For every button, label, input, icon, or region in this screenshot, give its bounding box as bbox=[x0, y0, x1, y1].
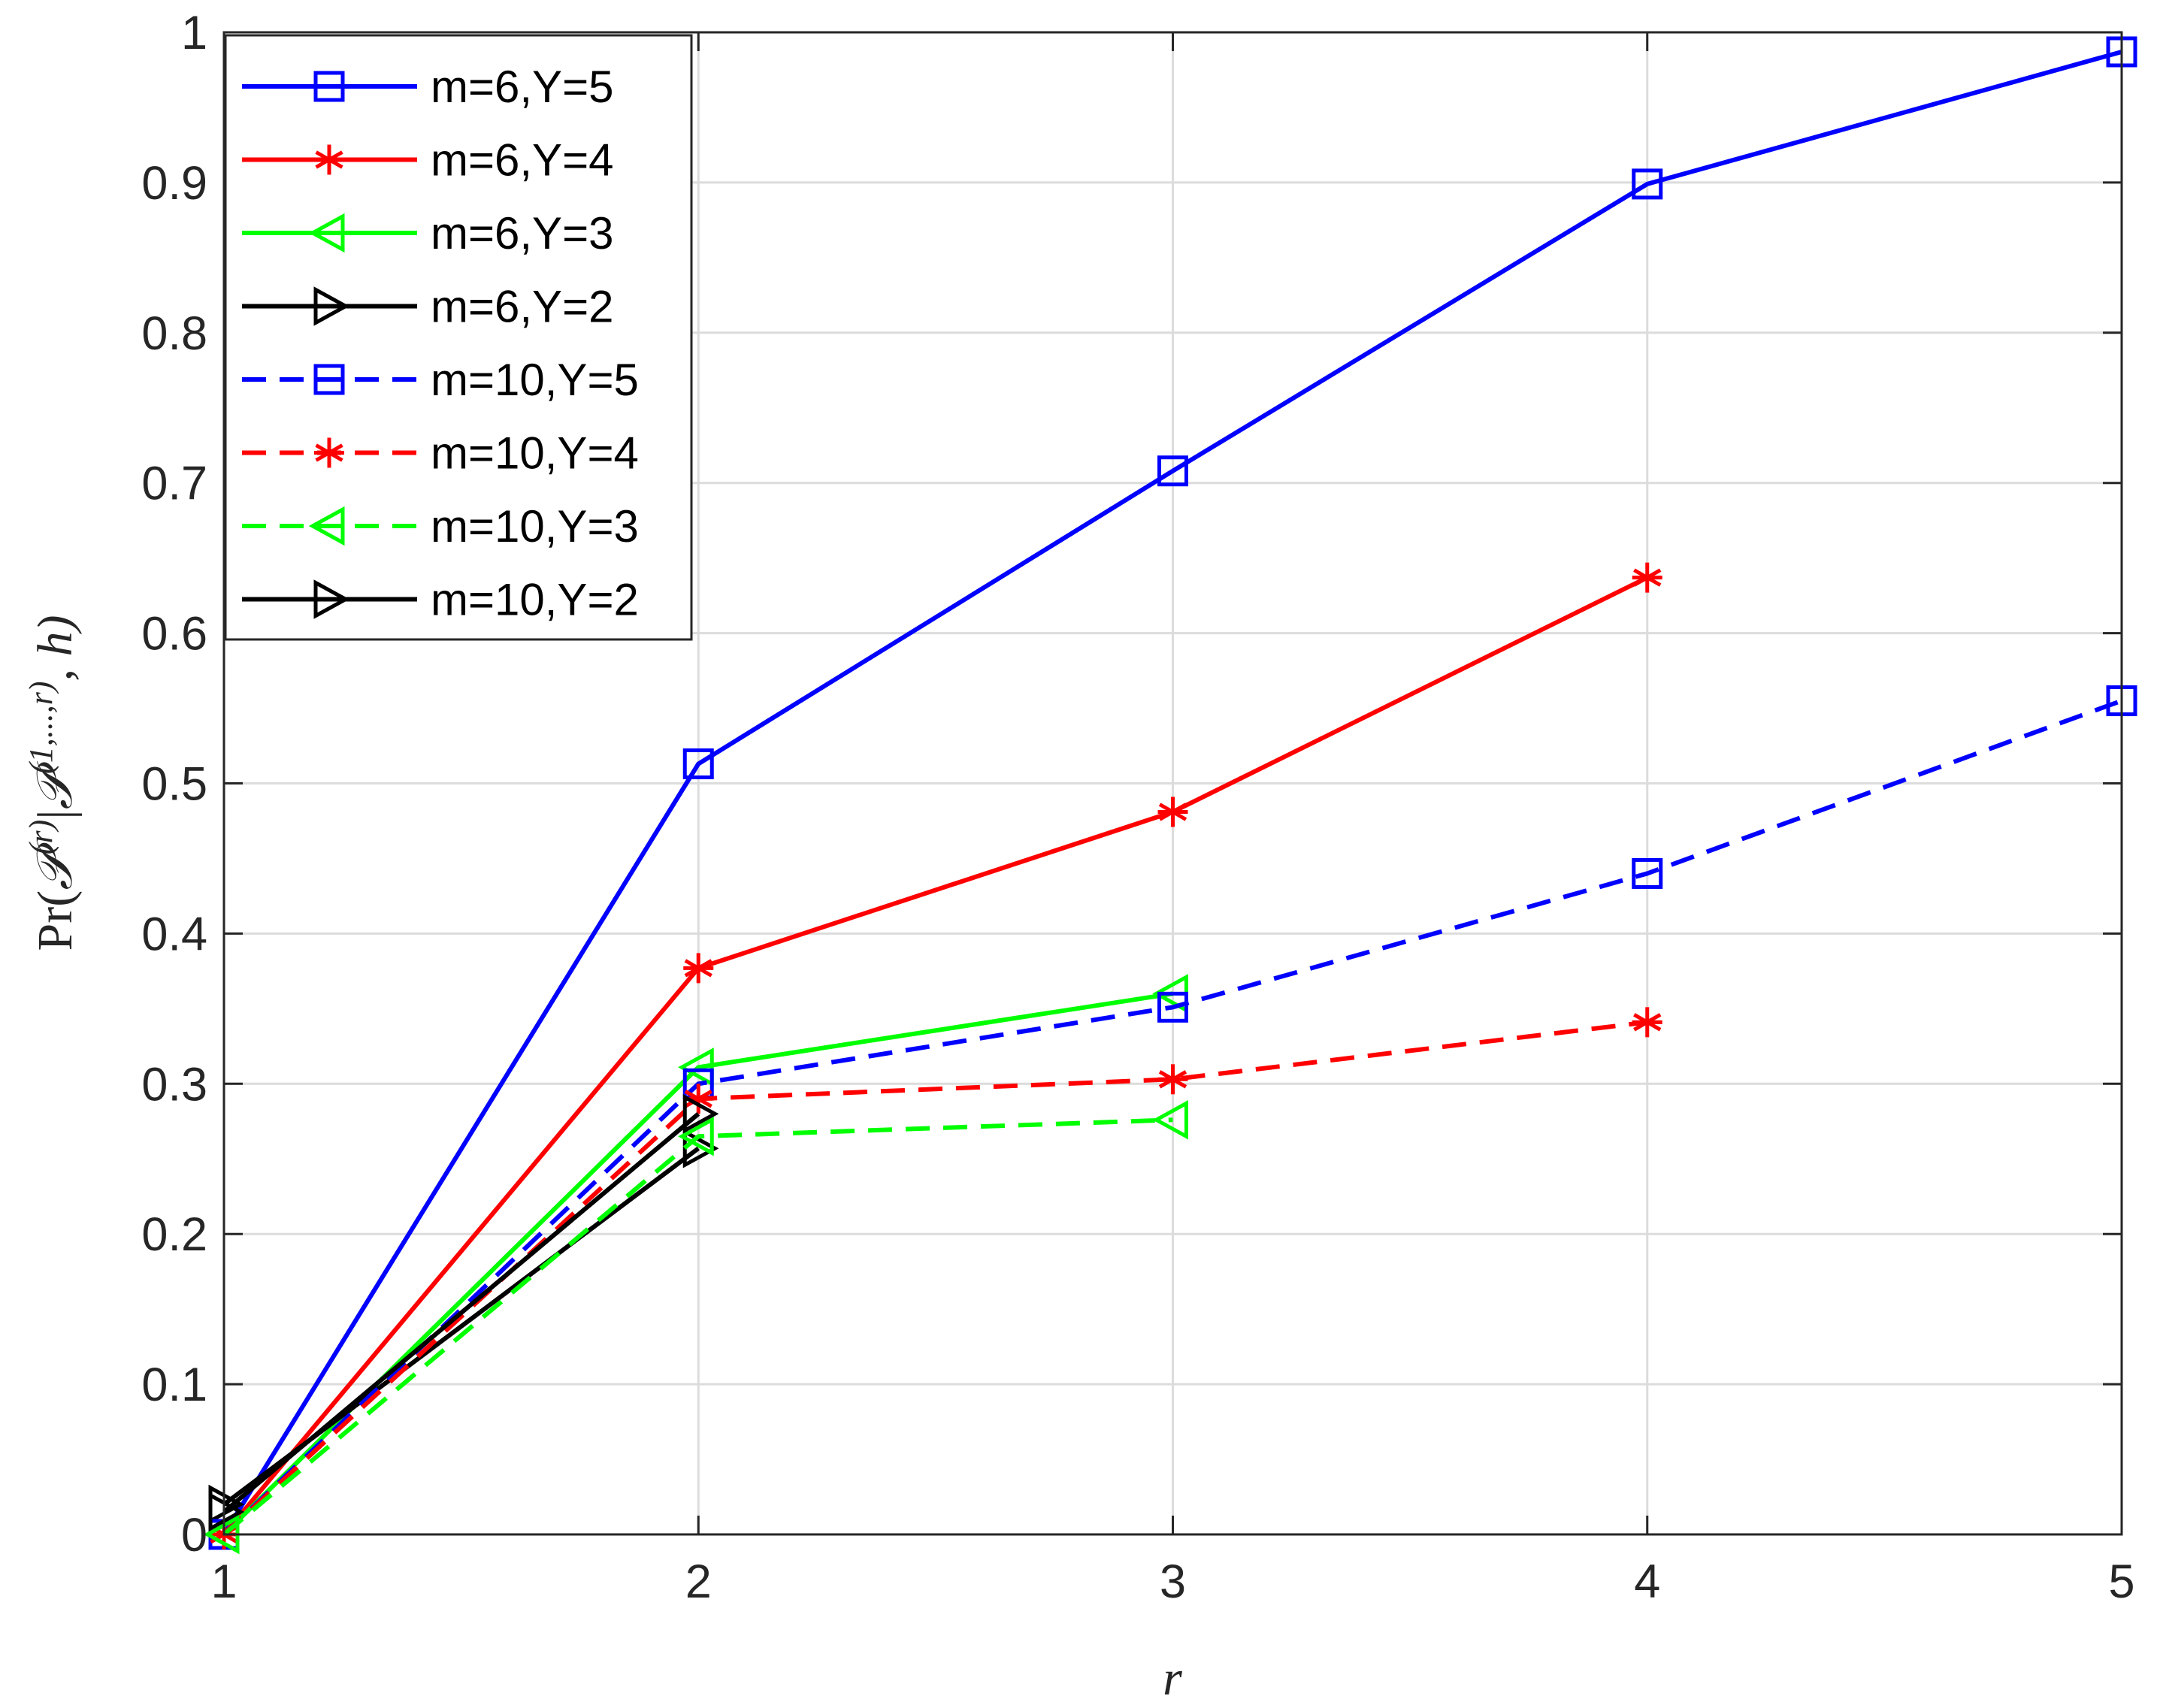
legend-label: m=6,Y=5 bbox=[431, 62, 614, 112]
series-line bbox=[222, 575, 1649, 1536]
y-title-tail: , h) bbox=[28, 615, 83, 682]
y-tick-label: 0.3 bbox=[141, 1058, 207, 1111]
data-point-marker bbox=[682, 1094, 719, 1134]
y-title-event-superscript: (r) bbox=[23, 820, 59, 854]
y-tick-label: 0.8 bbox=[141, 307, 207, 360]
legend-marker bbox=[313, 71, 345, 102]
axis-tick-labels: 1 2 3 4 5 0 0.1 0.2 0.3 0.4 0.5 0.6 0.7 0.8 0.9 1 bbox=[141, 7, 2134, 1608]
x-tick-label: 3 bbox=[1160, 1555, 1186, 1608]
legend-label: m=10,Y=4 bbox=[431, 428, 639, 479]
data-point-marker bbox=[678, 1117, 714, 1156]
data-point-marker bbox=[1157, 455, 1188, 487]
series-line bbox=[222, 1117, 1173, 1537]
series-line bbox=[222, 1020, 1648, 1537]
y-title-given-superscript: (1,...,r) bbox=[23, 682, 59, 774]
series-m=10,Y=2 bbox=[208, 1094, 719, 1532]
data-point-marker bbox=[1157, 1064, 1188, 1095]
data-point-marker bbox=[1157, 797, 1188, 827]
legend-marker bbox=[313, 579, 350, 619]
data-point-marker bbox=[208, 1492, 245, 1532]
y-title-bar: | bbox=[28, 810, 83, 820]
legend-marker bbox=[313, 286, 350, 326]
y-tick-label: 0.7 bbox=[141, 458, 207, 510]
legend-item: m=10,Y=4 bbox=[242, 428, 639, 479]
data-point-marker bbox=[1632, 562, 1662, 593]
legend-marker bbox=[308, 213, 345, 253]
legend-label: m=6,Y=3 bbox=[431, 208, 614, 258]
x-axis-title: r bbox=[1163, 1651, 1182, 1706]
legend-label: m=6,Y=4 bbox=[431, 135, 614, 186]
y-tick-label: 0.9 bbox=[141, 157, 207, 210]
y-tick-label: 0.4 bbox=[141, 908, 207, 960]
legend-label: m=10,Y=2 bbox=[431, 575, 639, 625]
data-point-marker bbox=[1152, 1100, 1188, 1140]
x-tick-label: 1 bbox=[210, 1555, 237, 1608]
legend-marker bbox=[308, 506, 345, 546]
y-tick-label: 0.2 bbox=[141, 1208, 207, 1261]
data-point-marker bbox=[1157, 991, 1188, 1023]
data-point-marker bbox=[682, 748, 714, 780]
legend-marker bbox=[314, 144, 344, 175]
y-tick-label: 0.6 bbox=[141, 608, 207, 661]
legend-marker bbox=[314, 437, 344, 468]
y-tick-label: 0 bbox=[181, 1509, 207, 1561]
legend-item: m=10,Y=5 bbox=[242, 355, 639, 405]
legend-label: m=10,Y=3 bbox=[431, 501, 639, 552]
y-tick-label: 0.5 bbox=[141, 758, 207, 811]
data-point-marker bbox=[1632, 168, 1663, 200]
data-point-marker bbox=[1632, 857, 1663, 889]
series-group bbox=[203, 36, 2137, 1555]
series-line bbox=[222, 698, 2123, 1537]
x-tick-label: 5 bbox=[2108, 1555, 2134, 1608]
legend-item: m=6,Y=2 bbox=[242, 282, 614, 332]
x-tick-label: 4 bbox=[1634, 1555, 1660, 1608]
legend-item: m=6,Y=5 bbox=[242, 62, 614, 112]
data-point-marker bbox=[683, 953, 714, 984]
legend-item: m=10,Y=2 bbox=[242, 575, 639, 625]
legend-item: m=6,Y=3 bbox=[242, 208, 614, 258]
data-point-marker bbox=[678, 1047, 714, 1087]
y-tick-label: 0.1 bbox=[141, 1359, 207, 1411]
series-line bbox=[222, 50, 2122, 1536]
legend-item: m=10,Y=3 bbox=[242, 501, 639, 552]
series-line bbox=[222, 1111, 700, 1514]
legend-item: m=6,Y=4 bbox=[242, 135, 614, 186]
y-tick-label: 1 bbox=[181, 7, 207, 59]
x-tick-label: 2 bbox=[685, 1555, 712, 1608]
legend-marker bbox=[313, 364, 345, 395]
y-axis-title: Pr(𝒫(r)|𝒫(1,...,r), h) bbox=[23, 615, 83, 951]
legend-label: m=6,Y=2 bbox=[431, 282, 614, 332]
y-title-prob: Pr bbox=[28, 907, 83, 951]
data-point-marker bbox=[1632, 1007, 1662, 1038]
legend-label: m=10,Y=5 bbox=[431, 355, 639, 405]
legend-box bbox=[224, 34, 693, 641]
y-title-open-paren: ( bbox=[28, 890, 83, 907]
legend: m=6,Y=5 m=6,Y=4 m=6,Y=3 m=6,Y=2 m=10,Y=5 m=10… bbox=[224, 34, 693, 641]
